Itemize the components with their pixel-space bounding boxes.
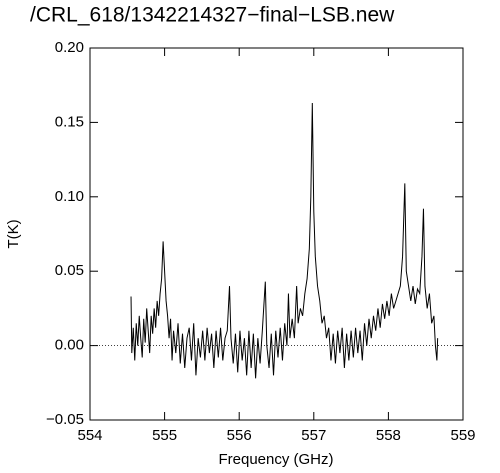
plot-frame bbox=[89, 47, 464, 421]
y-tick-label: 0.15 bbox=[55, 113, 84, 130]
y-tick-label: 0.05 bbox=[55, 262, 84, 279]
x-tick-label: 558 bbox=[376, 427, 401, 444]
y-tick-label: −0.05 bbox=[46, 411, 84, 428]
x-tick-label: 556 bbox=[227, 427, 252, 444]
x-tick-label: 557 bbox=[301, 427, 326, 444]
y-tick-label: 0.00 bbox=[55, 337, 84, 354]
x-tick-label: 555 bbox=[152, 427, 177, 444]
spectrum-line bbox=[130, 103, 439, 379]
x-axis-label: Frequency (GHz) bbox=[218, 451, 333, 468]
x-tick-label: 559 bbox=[450, 427, 475, 444]
x-tick-label: 554 bbox=[77, 427, 102, 444]
y-axis-label: T(K) bbox=[5, 219, 22, 248]
y-tick-label: 0.20 bbox=[55, 39, 84, 56]
chart-title: /CRL_618/1342214327−final−LSB.new bbox=[30, 4, 395, 27]
y-tick-label: 0.10 bbox=[55, 188, 84, 205]
